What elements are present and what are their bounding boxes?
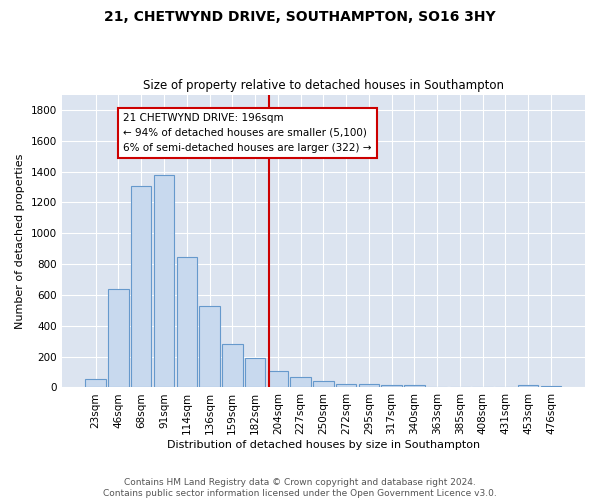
Text: 21, CHETWYND DRIVE, SOUTHAMPTON, SO16 3HY: 21, CHETWYND DRIVE, SOUTHAMPTON, SO16 3H… [104, 10, 496, 24]
Bar [245, 358, 265, 388]
Bar [222, 344, 242, 388]
Bar [268, 370, 288, 388]
Bar [336, 384, 356, 388]
Bar [404, 385, 425, 388]
Bar [154, 176, 174, 388]
Bar [382, 385, 402, 388]
Bar [472, 386, 493, 388]
Title: Size of property relative to detached houses in Southampton: Size of property relative to detached ho… [143, 79, 504, 92]
Text: 21 CHETWYND DRIVE: 196sqm
← 94% of detached houses are smaller (5,100)
6% of sem: 21 CHETWYND DRIVE: 196sqm ← 94% of detac… [123, 113, 371, 152]
Bar [449, 386, 470, 388]
Bar [199, 306, 220, 388]
Bar [541, 386, 561, 388]
Bar [427, 386, 448, 388]
Bar [85, 379, 106, 388]
Text: Contains HM Land Registry data © Crown copyright and database right 2024.
Contai: Contains HM Land Registry data © Crown c… [103, 478, 497, 498]
Bar [518, 385, 538, 388]
Y-axis label: Number of detached properties: Number of detached properties [15, 154, 25, 328]
X-axis label: Distribution of detached houses by size in Southampton: Distribution of detached houses by size … [167, 440, 480, 450]
Bar [131, 186, 151, 388]
Bar [313, 382, 334, 388]
Bar [108, 289, 129, 388]
Bar [176, 257, 197, 388]
Bar [495, 386, 515, 388]
Bar [359, 384, 379, 388]
Bar [290, 376, 311, 388]
